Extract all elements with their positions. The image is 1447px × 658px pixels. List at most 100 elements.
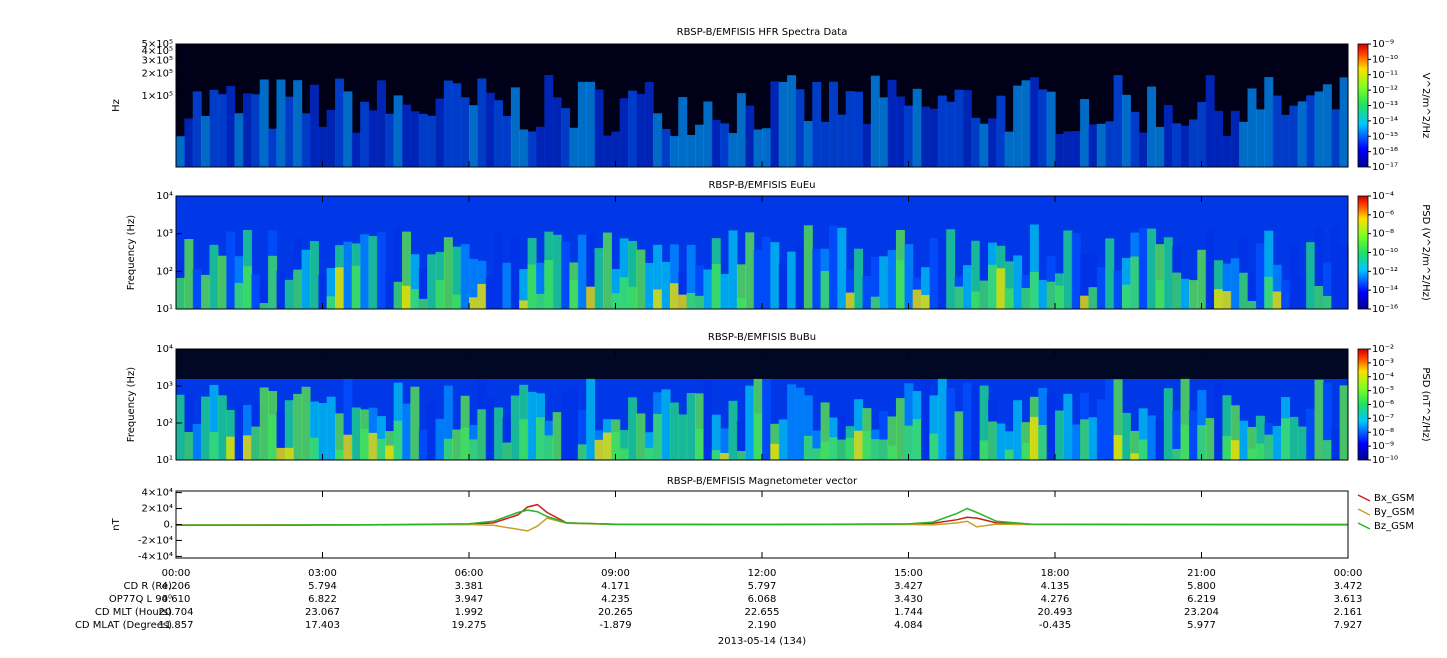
spectrogram-texture — [879, 256, 889, 309]
spectrogram-texture — [1155, 419, 1165, 460]
spectrogram-texture — [1322, 296, 1332, 309]
spectrogram-texture — [1080, 419, 1090, 460]
spectrogram-texture — [1021, 443, 1031, 460]
spectrogram-texture — [695, 428, 704, 460]
legend-label: By_GSM — [1374, 507, 1415, 518]
spectrogram-texture — [845, 437, 855, 460]
spectrogram-texture — [1180, 125, 1190, 167]
spectrogram-texture — [820, 402, 830, 460]
colorbar-tick-label: 10⁻¹⁰ — [1372, 455, 1398, 466]
spectrogram-texture — [669, 136, 679, 167]
spectrogram-texture — [837, 227, 847, 309]
spectrogram-texture — [770, 242, 780, 309]
spectrogram-texture — [1172, 123, 1182, 167]
spectrogram-texture — [418, 267, 428, 309]
ephemeris-value: 3.381 — [455, 581, 484, 592]
spectrogram-texture — [1222, 436, 1232, 460]
spectrogram-texture — [1306, 95, 1316, 167]
colorbar-label: V^2/m^2/Hz — [1420, 73, 1431, 139]
spectrogram-texture — [653, 244, 663, 309]
spectrogram-texture — [870, 296, 880, 309]
spectrogram-texture — [1088, 417, 1098, 460]
spectrogram-texture — [226, 231, 236, 309]
y-tick-label: -2×10⁴ — [138, 535, 173, 546]
spectrogram-texture — [335, 78, 345, 167]
spectrogram-texture — [1214, 110, 1224, 167]
spectrogram-texture — [1155, 280, 1165, 309]
spectrogram-texture — [1004, 449, 1014, 460]
y-tick-label: 10⁴ — [156, 191, 173, 202]
x-tick-label: 00:00 — [162, 568, 191, 579]
spectrogram-texture — [862, 430, 872, 460]
spectrogram-texture — [795, 89, 805, 167]
legend-label: Bz_GSM — [1374, 521, 1414, 532]
ephemeris-value: -1.879 — [599, 620, 631, 631]
spectrogram-texture — [1188, 280, 1198, 309]
spectrogram-texture — [1272, 291, 1282, 309]
spectrogram-texture — [828, 81, 838, 167]
spectrogram-texture — [343, 434, 353, 460]
spectrogram-texture — [1121, 257, 1131, 309]
spectrogram-texture — [1331, 225, 1341, 309]
spectrogram-texture — [895, 96, 905, 167]
spectrogram-texture — [402, 104, 411, 167]
panel-title: RBSP-B/EMFISIS EuEu — [708, 180, 815, 191]
spectrogram-texture — [879, 439, 889, 460]
ephemeris-value: 5.794 — [308, 581, 337, 592]
colorbar-tick-label: 10⁻⁴ — [1372, 372, 1394, 383]
spectrogram-texture — [1322, 440, 1332, 460]
spectrogram-texture — [678, 97, 688, 167]
ephemeris-value: 4.206 — [162, 581, 191, 592]
spectrogram-texture — [427, 254, 437, 309]
spectrogram-texture — [527, 131, 537, 167]
colorbar-tick-label: 10⁻² — [1372, 344, 1394, 355]
spectrogram-texture — [594, 248, 604, 309]
spectrogram-texture — [460, 244, 470, 309]
spectrogram-texture — [1281, 114, 1290, 167]
spectrogram-texture — [1239, 420, 1249, 460]
spectrogram-texture — [502, 115, 512, 167]
spectrogram-texture — [870, 75, 880, 167]
ephemeris-value: 3.427 — [894, 581, 923, 592]
spectrogram-texture — [494, 407, 504, 460]
spectrogram-texture — [1264, 434, 1274, 460]
spectrogram-texture — [251, 274, 261, 309]
colorbar-tick-label: 10⁻⁶ — [1372, 400, 1394, 411]
spectrogram-texture — [812, 448, 822, 460]
ephemeris-value: 4.171 — [601, 581, 630, 592]
spectrogram-texture — [385, 113, 395, 167]
spectrogram-texture — [695, 124, 704, 167]
spectrogram-texture — [787, 251, 797, 309]
x-tick-label: 06:00 — [455, 568, 484, 579]
ephemeris-value: 4.235 — [601, 594, 630, 605]
spectrogram-texture — [284, 279, 294, 309]
spectrogram-texture — [887, 445, 897, 460]
legend-swatch — [1357, 494, 1371, 502]
legend-swatch — [1357, 508, 1371, 516]
spectrogram-texture — [1038, 89, 1048, 167]
spectrogram-texture — [293, 269, 303, 309]
spectrogram-texture — [251, 94, 261, 167]
spectrogram-texture — [452, 246, 462, 309]
spectrogram-texture — [184, 239, 194, 309]
spectrogram-texture — [326, 268, 336, 309]
spectrogram-texture — [879, 410, 889, 460]
ephemeris-value: 11.857 — [159, 620, 194, 631]
spectrogram-texture — [418, 429, 428, 460]
spectrogram-texture — [619, 98, 629, 167]
spectrogram-texture — [1331, 428, 1341, 460]
spectrogram-texture — [268, 414, 278, 460]
spectrogram-texture — [1121, 412, 1131, 460]
spectrogram-texture — [1205, 75, 1215, 167]
spectrogram-texture — [535, 262, 545, 309]
spectrogram-texture — [803, 435, 813, 460]
spectrogram-texture — [921, 267, 931, 309]
spectrogram-texture — [1080, 99, 1090, 167]
spectrogram-texture — [1105, 238, 1115, 309]
spectrogram-texture — [1339, 245, 1349, 309]
ephemeris-value: 2.161 — [1334, 607, 1363, 618]
spectrogram-texture — [427, 402, 437, 460]
spectrogram-texture — [1331, 109, 1341, 167]
spectrogram-texture — [519, 269, 529, 309]
